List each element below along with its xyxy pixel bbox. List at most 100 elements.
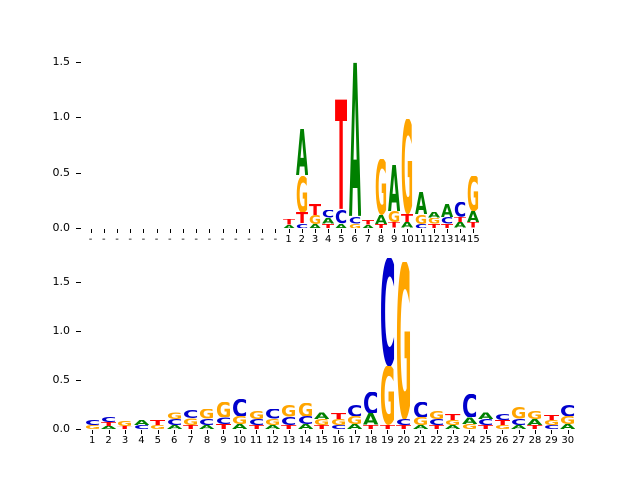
- logo-letter-A: A: [167, 425, 182, 429]
- svg-text:G: G: [199, 409, 214, 419]
- logo-letter-T: T: [544, 415, 559, 420]
- x-tick-mark: [196, 229, 198, 233]
- logo-letter-T: T: [117, 426, 132, 429]
- x-tick-mark: [90, 229, 92, 233]
- x-tick-label: 27: [512, 435, 525, 446]
- x-tick-mark: [407, 229, 409, 233]
- logo-letter-G: G: [544, 420, 559, 425]
- svg-text:C: C: [415, 224, 427, 228]
- x-tick-label: -: [273, 234, 278, 245]
- logo-letter-T: T: [249, 425, 264, 429]
- logo-letter-C: C: [322, 210, 334, 218]
- x-tick-label: 19: [381, 435, 394, 446]
- logo-letter-C: C: [380, 258, 395, 366]
- x-tick-label: 17: [348, 435, 361, 446]
- svg-text:T: T: [314, 425, 329, 429]
- svg-text:C: C: [281, 417, 296, 425]
- svg-text:G: G: [296, 176, 308, 213]
- x-tick-label: 11: [414, 234, 427, 245]
- svg-text:A: A: [283, 225, 295, 228]
- svg-text:T: T: [401, 214, 413, 223]
- logo-letter-T: T: [429, 425, 444, 429]
- x-tick-label: 29: [545, 435, 558, 446]
- svg-text:A: A: [265, 425, 280, 429]
- x-tick-label: 4: [138, 435, 145, 446]
- y-tick-mark: [76, 331, 81, 332]
- x-tick-mark: [420, 229, 422, 233]
- svg-text:G: G: [375, 159, 387, 215]
- x-tick-mark: [289, 430, 290, 434]
- x-tick-mark: [460, 229, 462, 233]
- svg-text:G: G: [445, 420, 460, 425]
- x-tick-mark: [222, 229, 224, 233]
- svg-text:G: G: [347, 416, 362, 424]
- y-tick-mark: [76, 282, 81, 283]
- svg-text:T: T: [544, 415, 559, 420]
- logo-letter-C: C: [249, 419, 264, 425]
- x-tick-label: -: [141, 234, 146, 245]
- logo-letter-G: G: [429, 411, 444, 419]
- x-tick-mark: [288, 229, 290, 233]
- logo-letter-C: C: [216, 417, 231, 424]
- svg-text:T: T: [331, 413, 346, 419]
- logo-letter-C: C: [265, 409, 280, 419]
- logo-letter-A: A: [388, 165, 400, 212]
- x-tick-label: 26: [495, 435, 509, 446]
- x-tick-mark: [141, 430, 143, 434]
- x-tick-label: 13: [440, 234, 454, 245]
- svg-text:T: T: [467, 222, 479, 228]
- x-tick-label: 23: [446, 435, 460, 446]
- logo-letter-G: G: [117, 421, 132, 426]
- logo-letter-G: G: [467, 176, 479, 212]
- svg-text:G: G: [380, 366, 395, 425]
- x-tick-mark: [256, 430, 258, 434]
- logo-letter-G: G: [167, 412, 182, 419]
- x-tick-label: 12: [266, 435, 279, 446]
- logo-letter-G: G: [150, 425, 165, 429]
- svg-text:C: C: [495, 414, 510, 420]
- x-tick-label: 2: [298, 234, 305, 245]
- x-tick-label: 18: [364, 435, 378, 446]
- svg-text:C: C: [413, 402, 428, 418]
- x-tick-mark: [367, 229, 369, 233]
- logo-letter-A: A: [375, 215, 387, 224]
- x-tick-label: -: [88, 234, 93, 245]
- logo-letter-C: C: [331, 425, 346, 429]
- logo-letter-C: C: [335, 210, 347, 223]
- x-tick-mark: [183, 229, 184, 233]
- x-tick-mark: [321, 430, 323, 434]
- x-tick-mark: [473, 229, 475, 233]
- logo-letter-G: G: [560, 416, 575, 424]
- svg-text:C: C: [216, 417, 231, 424]
- svg-text:A: A: [298, 424, 313, 429]
- x-tick-mark: [567, 430, 569, 434]
- logo-letter-G: G: [349, 224, 361, 228]
- logo-letter-A: A: [298, 424, 313, 429]
- logo-letter-A: A: [314, 412, 329, 419]
- x-tick-label: 9: [220, 435, 227, 446]
- svg-text:C: C: [167, 419, 182, 425]
- x-tick-mark: [301, 229, 303, 233]
- x-tick-mark: [469, 430, 471, 434]
- svg-text:C: C: [396, 419, 411, 425]
- logo-letter-T: T: [362, 220, 374, 224]
- svg-text:T: T: [216, 424, 231, 429]
- logo-letter-A: A: [322, 218, 334, 224]
- svg-text:G: G: [232, 416, 247, 424]
- logo-letter-G: G: [331, 419, 346, 425]
- svg-text:G: G: [117, 421, 132, 426]
- x-tick-label: -: [154, 234, 159, 245]
- x-tick-label: 9: [391, 234, 398, 245]
- logo-letter-A: A: [134, 420, 149, 425]
- logo-letter-C: C: [429, 419, 444, 425]
- x-tick-label: 1: [285, 234, 292, 245]
- svg-text:T: T: [380, 425, 395, 429]
- x-tick-label: 30: [561, 435, 575, 446]
- svg-text:C: C: [298, 416, 313, 424]
- x-tick-mark: [338, 430, 340, 434]
- svg-text:T: T: [296, 212, 308, 223]
- svg-text:G: G: [415, 215, 427, 224]
- svg-text:G: G: [216, 402, 231, 418]
- x-tick-mark: [275, 229, 277, 233]
- x-tick-mark: [381, 229, 382, 233]
